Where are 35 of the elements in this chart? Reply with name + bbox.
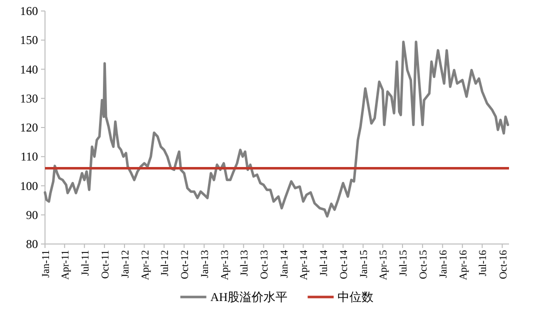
legend-label: 中位数: [338, 290, 374, 304]
x-tick-label: Jan-15: [359, 250, 370, 278]
x-tick-label: Oct-11: [100, 250, 112, 279]
y-tick-label: 100: [20, 178, 38, 193]
x-tick-label: Apr-16: [458, 250, 470, 280]
x-tick-label: Jul-11: [80, 250, 92, 276]
y-tick-label: 150: [20, 33, 38, 48]
x-tick-label: Oct-14: [339, 249, 350, 280]
y-tick-label: 130: [20, 91, 38, 106]
x-tick-label: Jul-16: [478, 250, 490, 276]
x-tick-label: Jan-14: [280, 249, 291, 278]
x-tick-label: Jul-13: [240, 250, 251, 276]
y-tick-label: 80: [26, 237, 38, 251]
x-tick-label: Apr-13: [220, 250, 231, 280]
x-tick-label: Oct-13: [260, 250, 271, 280]
y-tick-label: 110: [20, 150, 38, 164]
x-tick-label: Jul-12: [160, 250, 172, 276]
x-tick-label: Oct-16: [498, 250, 510, 280]
x-tick-label: Jul-14: [319, 249, 330, 276]
y-tick-label: 140: [20, 62, 38, 76]
x-tick-label: Jan-16: [438, 250, 450, 278]
x-tick-label: Apr-12: [140, 250, 152, 280]
x-tick-label: Apr-11: [60, 250, 72, 280]
y-tick-label: 120: [20, 120, 38, 134]
y-tick-label: 90: [26, 208, 38, 222]
x-tick-label: Jan-13: [200, 250, 212, 278]
x-tick-label: Apr-15: [378, 250, 390, 280]
y-tick-label: 160: [20, 4, 38, 18]
x-tick-label: Jan-12: [120, 250, 132, 278]
legend-label: AH股溢价水平: [210, 290, 288, 304]
x-tick-label: Jul-15: [398, 250, 410, 276]
x-tick-label: Oct-12: [180, 250, 192, 280]
x-tick-label: Jan-11: [41, 250, 52, 278]
x-tick-label: Oct-15: [418, 250, 430, 280]
x-tick-label: Apr-14: [299, 249, 310, 280]
